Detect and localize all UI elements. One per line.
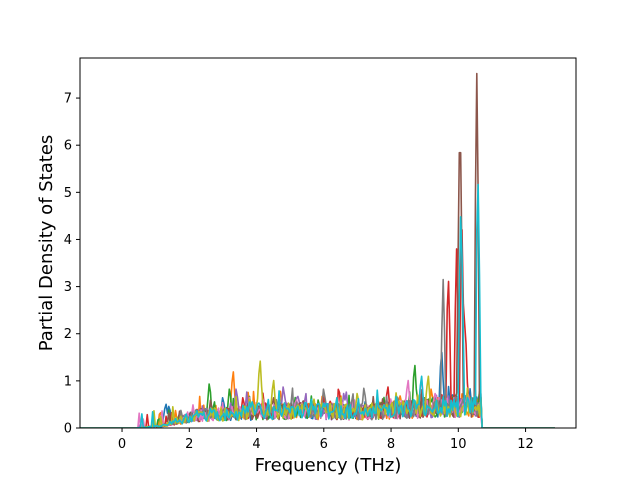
x-axis-ticks: 0 2 4 6 8 10 12 [118,428,534,452]
pdos-series-line-10 [80,183,555,428]
plot-frame [79,57,577,429]
y-axis-ticks: 0 1 2 3 4 5 6 7 [64,92,80,437]
y-tick-label: 2 [64,327,72,342]
x-tick-label: 6 [320,437,328,452]
x-tick-label: 4 [252,437,260,452]
y-tick-label: 7 [64,92,72,107]
y-tick-label: 0 [64,422,72,437]
y-tick-label: 5 [64,186,72,201]
series-layer [80,72,555,428]
x-tick-label: 10 [450,437,467,452]
x-tick-label: 8 [387,437,395,452]
y-tick-label: 4 [64,233,72,248]
x-tick-label: 12 [517,437,534,452]
y-tick-label: 3 [64,280,72,295]
x-tick-label: 2 [185,437,193,452]
y-tick-label: 6 [64,139,72,154]
y-tick-label: 1 [64,374,72,389]
y-axis-label: Partial Density of States [36,135,57,352]
x-axis-label: Frequency (THz) [255,455,402,476]
x-tick-label: 0 [118,437,126,452]
